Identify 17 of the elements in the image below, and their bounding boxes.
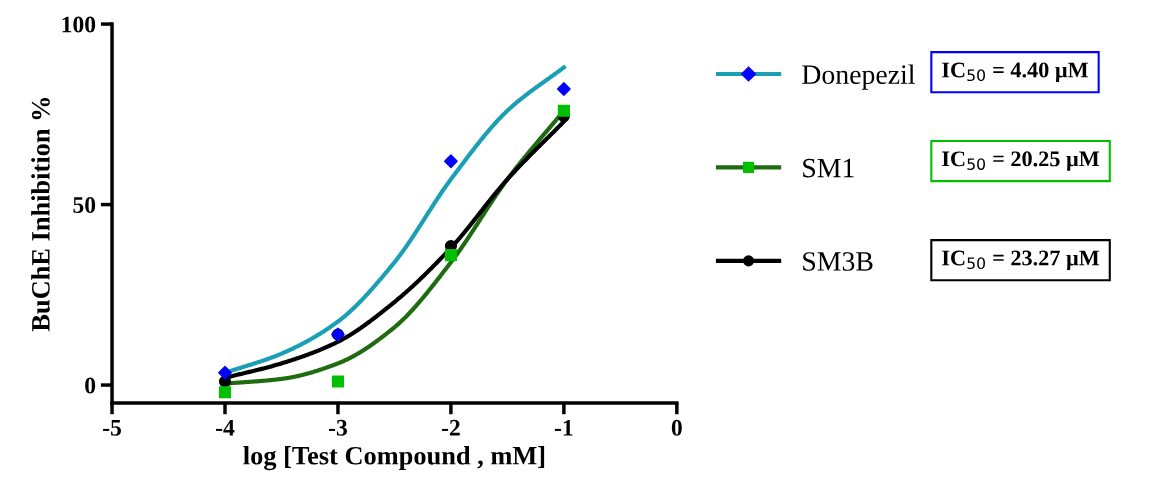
- text: IC$_{50}$ = 20.25 µM: [942, 151, 1100, 171]
- x-tick-label: -5: [103, 420, 122, 436]
- x-tick-label: -1: [554, 419, 573, 436]
- x-tick-label: -4: [216, 419, 235, 436]
- x-axis-title: log [Test Compound , mM]: [243, 446, 545, 471]
- text: IC$_{50}$ = 23.27 µM: [942, 250, 1100, 270]
- y-tick-label: 50: [73, 197, 96, 213]
- legend-label: Donepezil: [802, 64, 915, 90]
- y-tick-label: 0: [85, 377, 96, 394]
- y-axis-title: BuChE Inhibition %: [31, 97, 50, 332]
- x-tick-label: 0: [671, 419, 682, 436]
- x-tick-label: -3: [328, 419, 347, 436]
- legend-label: SM3B: [803, 252, 873, 271]
- legend-label: SM1: [803, 158, 854, 178]
- text: IC$_{50}$ = 4.40 µM: [942, 62, 1088, 82]
- y-tick-label: 100: [62, 16, 96, 33]
- x-tick-label: -2: [441, 419, 460, 436]
